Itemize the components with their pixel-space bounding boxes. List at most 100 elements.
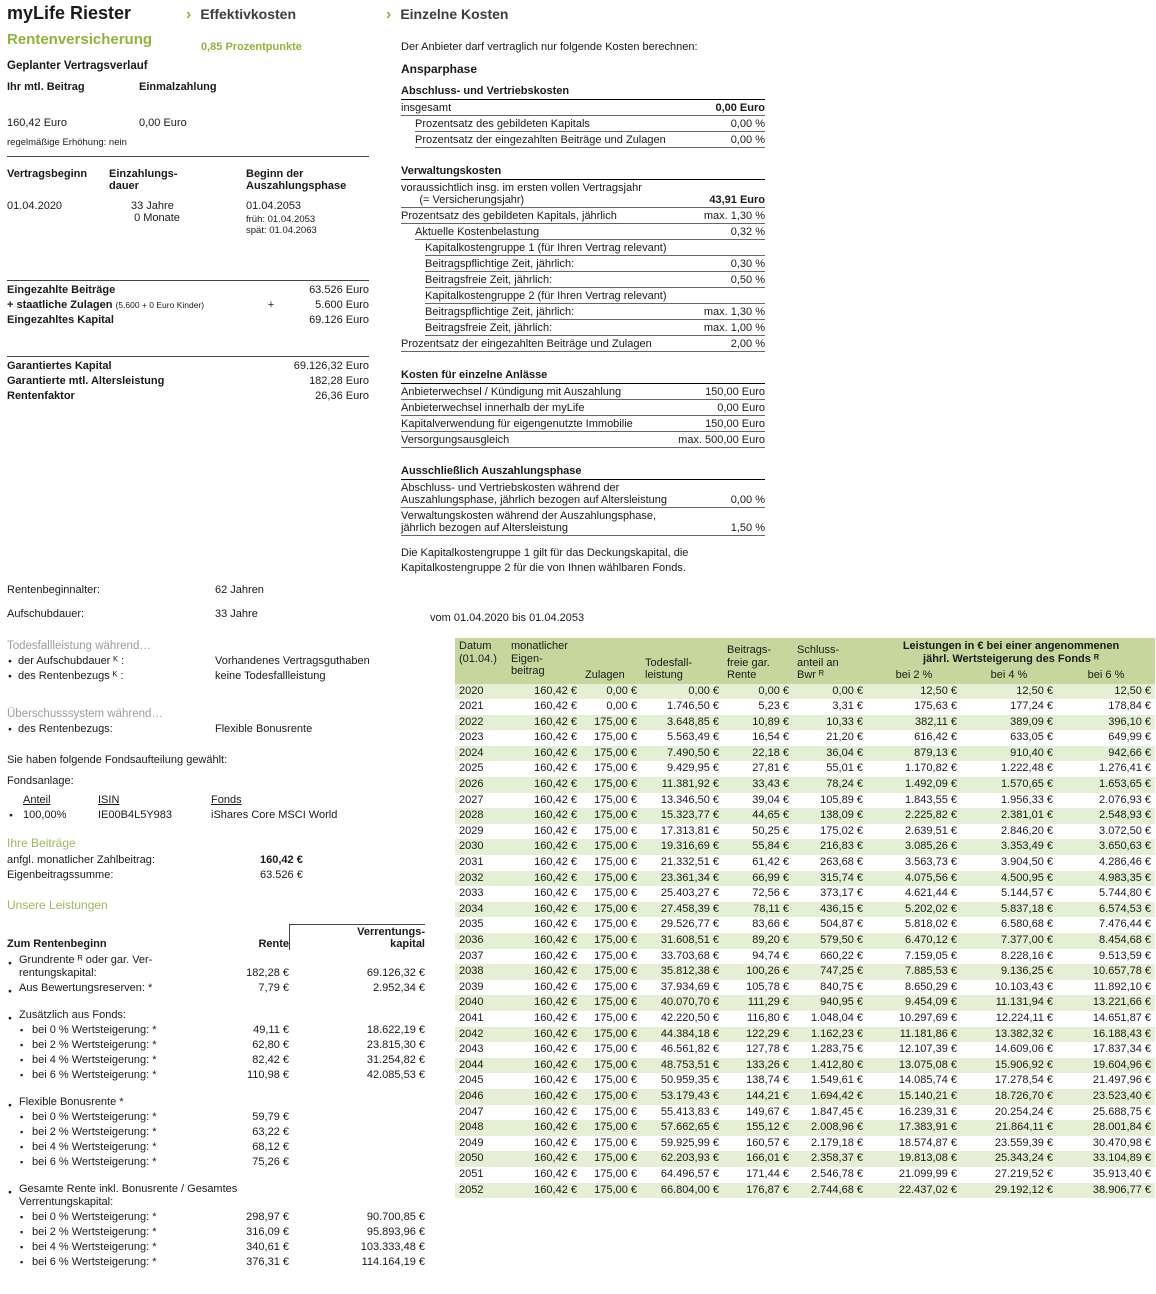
leistung-kapital: 2.952,34 €	[373, 982, 425, 994]
cost-row: Kapitalkostengruppe 2 (für Ihren Vertrag…	[425, 288, 765, 304]
cell-todesfallleistung: 5.563,49 €	[667, 731, 719, 744]
cell-bei-2: 14.085,74 €	[898, 1074, 957, 1087]
leistung-label: bei 6 % Wertsteigerung: *	[7, 1156, 237, 1169]
leistung-row: Flexible Bonusrente *	[7, 1096, 453, 1112]
leistung-label: bei 4 % Wertsteigerung: *	[7, 1241, 237, 1254]
cell-bei-6: 38.906,77 €	[1092, 1183, 1152, 1196]
cell-beitragsfreie-rente: 116,80 €	[746, 1011, 789, 1024]
leistung-rente: 316,09 €	[246, 1226, 289, 1238]
cost-row: Beitragspflichtige Zeit, jährlich: 0,30 …	[425, 256, 765, 272]
cell-beitragsfreie-rente: 138,74 €	[746, 1074, 789, 1087]
cost-row: Beitragsfreie Zeit, jährlich: max. 1,00 …	[425, 320, 765, 336]
cell-bei-4: 12,50 €	[1016, 684, 1053, 697]
cell-schlussanteil: 315,74 €	[820, 871, 863, 884]
cell-bei-6: 4.983,35 €	[1099, 871, 1152, 884]
cell-bei-6: 1.276,41 €	[1099, 762, 1152, 775]
cell-bei-4: 7.377,00 €	[1001, 934, 1053, 946]
cost-section-title: Abschluss- und Vertriebskosten	[401, 85, 765, 100]
cost-label: Aktuelle Kostenbelastung	[415, 226, 540, 238]
cell-bei-2: 7.885,53 €	[905, 965, 957, 978]
cell-bei-6: 30.470,98 €	[1092, 1136, 1152, 1149]
sums-list: Eingezahlte Beiträge 63.526 Euro + staat…	[7, 284, 369, 326]
cell-bei-4: 14.609,06 €	[994, 1043, 1053, 1056]
cell-beitragsfreie-rente: 22,18 €	[752, 746, 789, 759]
divider	[7, 356, 369, 357]
cell-bei-2: 5.818,02 €	[905, 918, 957, 931]
leistung-rente: 7,79 €	[258, 982, 289, 994]
todesfall-heading: Todesfallleistung während…	[7, 640, 151, 652]
leistung-row: bei 6 % Wertsteigerung: * 110,98 € 42.08…	[7, 1069, 453, 1082]
cost-value: 0,00 %	[730, 134, 765, 146]
cell-todesfallleistung: 9.429,95 €	[667, 762, 719, 775]
leistung-kapital: 114.164,19 €	[361, 1256, 425, 1268]
auszahlungsphase-value: 01.04.2053 früh: 01.04.2053 spät: 01.04.…	[246, 200, 369, 236]
cell-schlussanteil: 747,25 €	[820, 965, 863, 978]
cell-year: 2022	[459, 715, 484, 728]
cost-row: Aktuelle Kostenbelastung 0,32 %	[415, 224, 765, 240]
cell-bei-4: 2.846,20 €	[1001, 824, 1053, 837]
leistung-label: bei 0 % Wertsteigerung: *	[7, 1111, 237, 1124]
cell-schlussanteil: 1.847,45 €	[811, 1105, 863, 1118]
cell-bei-4: 21.864,11 €	[995, 1121, 1053, 1134]
cell-todesfallleistung: 1.746,50 €	[667, 700, 719, 713]
cell-bei-2: 6.470,12 €	[905, 934, 957, 946]
effektivkosten-value: 0,85 Prozentpunkte	[201, 41, 302, 53]
cell-bei-2: 12,50 €	[920, 684, 957, 697]
cell-todesfallleistung: 11.381,92 €	[661, 778, 719, 791]
cell-year: 2034	[459, 902, 484, 915]
leistung-row: bei 0 % Wertsteigerung: * 298,97 € 90.70…	[7, 1211, 453, 1224]
cell-bei-4: 2.381,01 €	[1001, 809, 1053, 822]
cell-beitragsfreie-rente: 44,65 €	[752, 809, 789, 822]
leistung-kapital: 103.333,48 €	[360, 1241, 425, 1253]
cost-section-anlaesse: Kosten für einzelne Anlässe Anbieterwech…	[401, 369, 765, 448]
leistung-label: Gesamte Rente inkl. Bonusrente / Gesamte…	[7, 1183, 265, 1209]
projection-row: 2021 160,42 € 0,00 € 1.746,50 € 5,23 € 3…	[455, 699, 1155, 715]
cell-bei-6: 2.076,93 €	[1099, 793, 1152, 806]
ueberschuss-row: des Rentenbezugs: Flexible Bonusrente	[7, 723, 453, 735]
cost-row: Beitragspflichtige Zeit, jährlich: max. …	[425, 304, 765, 320]
cell-year: 2038	[459, 965, 484, 978]
cell-bei-6: 7.476,44 €	[1099, 918, 1152, 931]
leistung-rente: 75,26 €	[252, 1156, 289, 1168]
cell-bei-4: 177,24 €	[1010, 700, 1053, 713]
leistung-label: Grundrente ᴿ oder gar. Ver- rentungskapi…	[7, 954, 237, 980]
cell-bei-2: 3.085,26 €	[905, 840, 957, 853]
cell-eigenbeitrag: 160,42 €	[534, 1043, 577, 1056]
cell-eigenbeitrag: 160,42 €	[534, 949, 577, 962]
leistung-kapital: 31.254,82 €	[366, 1054, 425, 1066]
divider	[7, 156, 369, 157]
leistung-rente: 49,11 €	[253, 1024, 289, 1036]
guarantee-value: 182,28 Euro	[309, 375, 369, 387]
cost-value: 0,00 %	[730, 118, 765, 130]
cell-year: 2045	[459, 1074, 484, 1087]
cell-bei-6: 5.744,80 €	[1099, 887, 1152, 900]
cell-beitragsfreie-rente: 127,78 €	[746, 1043, 789, 1056]
cell-eigenbeitrag: 160,42 €	[534, 809, 577, 822]
cost-rows: insgesamt 0,00 Euro Prozentsatz des gebi…	[401, 100, 765, 148]
todesfall-value: Vorhandenes Vertragsguthaben	[215, 655, 370, 667]
cell-beitragsfreie-rente: 83,66 €	[752, 918, 789, 931]
cell-beitragsfreie-rente: 176,87 €	[746, 1183, 789, 1196]
cell-schlussanteil: 105,89 €	[820, 793, 863, 806]
cost-label: Versorgungsausgleich	[401, 434, 510, 446]
cell-eigenbeitrag: 160,42 €	[534, 1074, 577, 1087]
effektivkosten-label: Effektivkosten	[200, 6, 297, 22]
leistung-label: Aus Bewertungsreserven: *	[7, 982, 237, 998]
aufschubdauer-value: 33 Jahre	[215, 608, 258, 620]
cell-todesfallleistung: 23.361,34 €	[660, 871, 719, 884]
cell-bei-2: 616,42 €	[914, 731, 957, 744]
cell-bei-2: 3.563,73 €	[905, 856, 957, 869]
cell-schlussanteil: 1.549,61 €	[811, 1074, 863, 1087]
cell-year: 2051	[459, 1167, 484, 1180]
cell-todesfallleistung: 37.934,69 €	[660, 980, 719, 993]
cell-beitragsfreie-rente: 0,00 €	[758, 684, 789, 697]
cell-bei-4: 12.224,11 €	[995, 1011, 1053, 1024]
cell-todesfallleistung: 7.490,50 €	[667, 746, 719, 759]
cell-bei-2: 12.107,39 €	[898, 1043, 957, 1056]
col-header-eigenbeitrag: monatlicher Eigen- beitrag	[507, 638, 581, 684]
cell-eigenbeitrag: 160,42 €	[534, 762, 577, 775]
cost-row: Anbieterwechsel / Kündigung mit Auszahlu…	[401, 384, 765, 400]
cost-value: 0,00 Euro	[717, 402, 765, 414]
cell-year: 2028	[459, 809, 484, 822]
ansparphase-title: Ansparphase	[401, 62, 478, 76]
